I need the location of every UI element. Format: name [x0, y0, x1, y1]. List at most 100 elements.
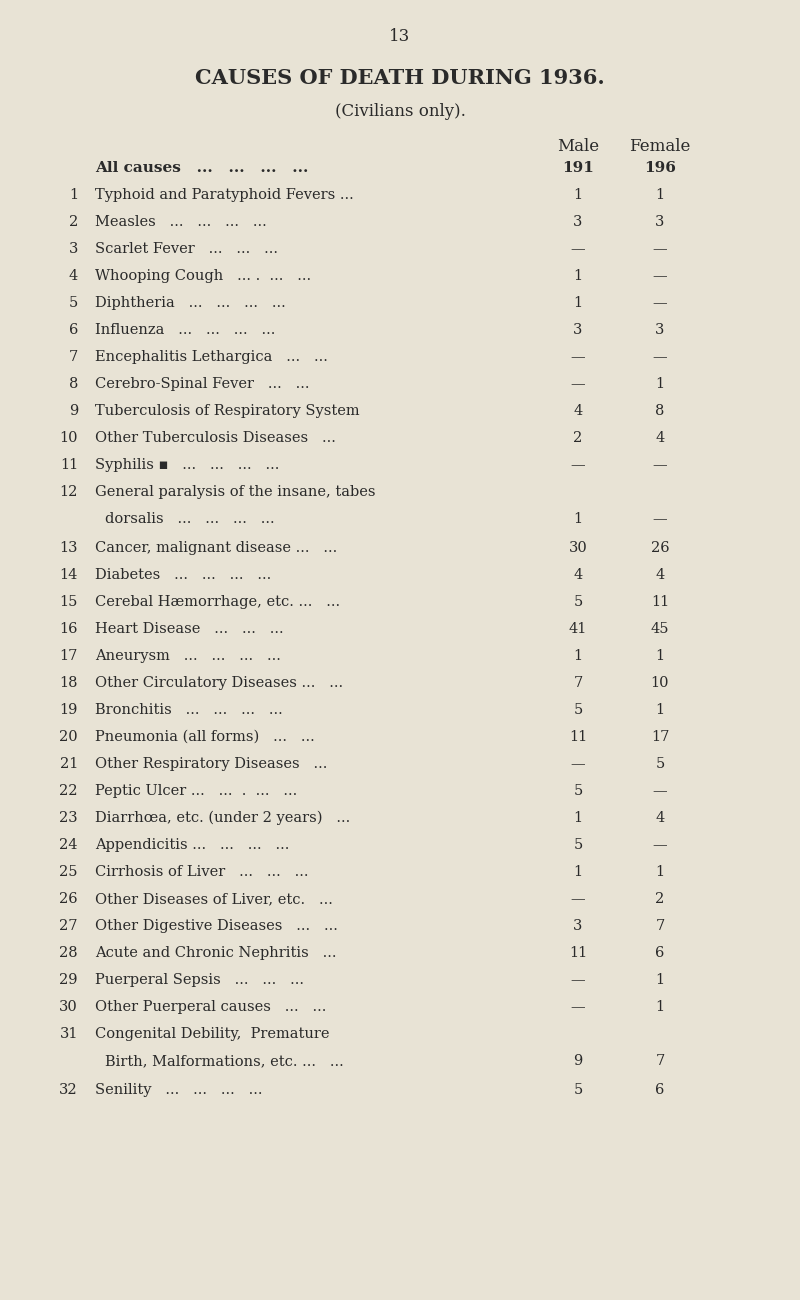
Text: 1: 1: [655, 1000, 665, 1014]
Text: —: —: [570, 377, 586, 391]
Text: —: —: [570, 972, 586, 987]
Text: 1: 1: [574, 649, 582, 663]
Text: —: —: [653, 458, 667, 472]
Text: 9: 9: [69, 404, 78, 419]
Text: 1: 1: [574, 864, 582, 879]
Text: Other Diseases of Liver, etc.   ...: Other Diseases of Liver, etc. ...: [95, 892, 333, 906]
Text: Other Circulatory Diseases ...   ...: Other Circulatory Diseases ... ...: [95, 676, 343, 690]
Text: 5: 5: [69, 296, 78, 309]
Text: 1: 1: [574, 512, 582, 527]
Text: (Civilians only).: (Civilians only).: [334, 103, 466, 120]
Text: 9: 9: [574, 1054, 582, 1069]
Text: Typhoid and Paratyphoid Fevers ...: Typhoid and Paratyphoid Fevers ...: [95, 188, 354, 202]
Text: Diarrhœa, etc. (under 2 years)   ...: Diarrhœa, etc. (under 2 years) ...: [95, 811, 350, 826]
Text: Pneumonia (all forms)   ...   ...: Pneumonia (all forms) ... ...: [95, 731, 314, 744]
Text: Puerperal Sepsis   ...   ...   ...: Puerperal Sepsis ... ... ...: [95, 972, 304, 987]
Text: 1: 1: [574, 296, 582, 309]
Text: 27: 27: [59, 919, 78, 933]
Text: 10: 10: [59, 432, 78, 445]
Text: Cirrhosis of Liver   ...   ...   ...: Cirrhosis of Liver ... ... ...: [95, 864, 309, 879]
Text: 17: 17: [60, 649, 78, 663]
Text: Scarlet Fever   ...   ...   ...: Scarlet Fever ... ... ...: [95, 242, 278, 256]
Text: 2: 2: [655, 892, 665, 906]
Text: Other Puerperal causes   ...   ...: Other Puerperal causes ... ...: [95, 1000, 326, 1014]
Text: dorsalis   ...   ...   ...   ...: dorsalis ... ... ... ...: [105, 512, 274, 527]
Text: 17: 17: [651, 731, 669, 744]
Text: 1: 1: [655, 188, 665, 202]
Text: 5: 5: [574, 838, 582, 852]
Text: 5: 5: [574, 595, 582, 608]
Text: 3: 3: [574, 919, 582, 933]
Text: 19: 19: [60, 703, 78, 718]
Text: 14: 14: [60, 568, 78, 582]
Text: 18: 18: [59, 676, 78, 690]
Text: Senility   ...   ...   ...   ...: Senility ... ... ... ...: [95, 1083, 262, 1097]
Text: —: —: [570, 892, 586, 906]
Text: 1: 1: [655, 972, 665, 987]
Text: 3: 3: [655, 322, 665, 337]
Text: 1: 1: [655, 864, 665, 879]
Text: 13: 13: [390, 29, 410, 46]
Text: 196: 196: [644, 161, 676, 176]
Text: —: —: [653, 269, 667, 283]
Text: Birth, Malformations, etc. ...   ...: Birth, Malformations, etc. ... ...: [105, 1054, 344, 1069]
Text: Appendicitis ...   ...   ...   ...: Appendicitis ... ... ... ...: [95, 838, 290, 852]
Text: —: —: [570, 350, 586, 364]
Text: 6: 6: [69, 322, 78, 337]
Text: 1: 1: [574, 188, 582, 202]
Text: Cerebro-Spinal Fever   ...   ...: Cerebro-Spinal Fever ... ...: [95, 377, 310, 391]
Text: —: —: [653, 242, 667, 256]
Text: —: —: [570, 1000, 586, 1014]
Text: Congenital Debility,  Premature: Congenital Debility, Premature: [95, 1027, 330, 1041]
Text: 8: 8: [69, 377, 78, 391]
Text: Other Tuberculosis Diseases   ...: Other Tuberculosis Diseases ...: [95, 432, 336, 445]
Text: Diphtheria   ...   ...   ...   ...: Diphtheria ... ... ... ...: [95, 296, 286, 309]
Text: 5: 5: [574, 1083, 582, 1097]
Text: 3: 3: [655, 214, 665, 229]
Text: Whooping Cough   ... .  ...   ...: Whooping Cough ... . ... ...: [95, 269, 311, 283]
Text: —: —: [653, 512, 667, 527]
Text: Influenza   ...   ...   ...   ...: Influenza ... ... ... ...: [95, 322, 275, 337]
Text: 24: 24: [59, 838, 78, 852]
Text: 10: 10: [650, 676, 670, 690]
Text: 45: 45: [650, 621, 670, 636]
Text: 23: 23: [59, 811, 78, 826]
Text: 7: 7: [574, 676, 582, 690]
Text: 1: 1: [655, 703, 665, 718]
Text: 15: 15: [60, 595, 78, 608]
Text: Diabetes   ...   ...   ...   ...: Diabetes ... ... ... ...: [95, 568, 271, 582]
Text: Other Respiratory Diseases   ...: Other Respiratory Diseases ...: [95, 757, 327, 771]
Text: Other Digestive Diseases   ...   ...: Other Digestive Diseases ... ...: [95, 919, 338, 933]
Text: General paralysis of the insane, tabes: General paralysis of the insane, tabes: [95, 485, 375, 499]
Text: 1: 1: [655, 649, 665, 663]
Text: 5: 5: [655, 757, 665, 771]
Text: 11: 11: [569, 946, 587, 959]
Text: —: —: [570, 242, 586, 256]
Text: 4: 4: [655, 568, 665, 582]
Text: 4: 4: [655, 811, 665, 826]
Text: 30: 30: [59, 1000, 78, 1014]
Text: 13: 13: [59, 541, 78, 555]
Text: Measles   ...   ...   ...   ...: Measles ... ... ... ...: [95, 214, 266, 229]
Text: 28: 28: [59, 946, 78, 959]
Text: 1: 1: [655, 377, 665, 391]
Text: 1: 1: [574, 269, 582, 283]
Text: 7: 7: [69, 350, 78, 364]
Text: 41: 41: [569, 621, 587, 636]
Text: 30: 30: [569, 541, 587, 555]
Text: 3: 3: [69, 242, 78, 256]
Text: —: —: [570, 458, 586, 472]
Text: Heart Disease   ...   ...   ...: Heart Disease ... ... ...: [95, 621, 284, 636]
Text: All causes   ...   ...   ...   ...: All causes ... ... ... ...: [95, 161, 308, 176]
Text: 21: 21: [60, 757, 78, 771]
Text: 7: 7: [655, 1054, 665, 1069]
Text: 6: 6: [655, 1083, 665, 1097]
Text: 4: 4: [69, 269, 78, 283]
Text: Male: Male: [557, 138, 599, 155]
Text: Bronchitis   ...   ...   ...   ...: Bronchitis ... ... ... ...: [95, 703, 282, 718]
Text: 29: 29: [59, 972, 78, 987]
Text: 4: 4: [655, 432, 665, 445]
Text: 5: 5: [574, 784, 582, 798]
Text: Peptic Ulcer ...   ...  .  ...   ...: Peptic Ulcer ... ... . ... ...: [95, 784, 298, 798]
Text: —: —: [653, 296, 667, 309]
